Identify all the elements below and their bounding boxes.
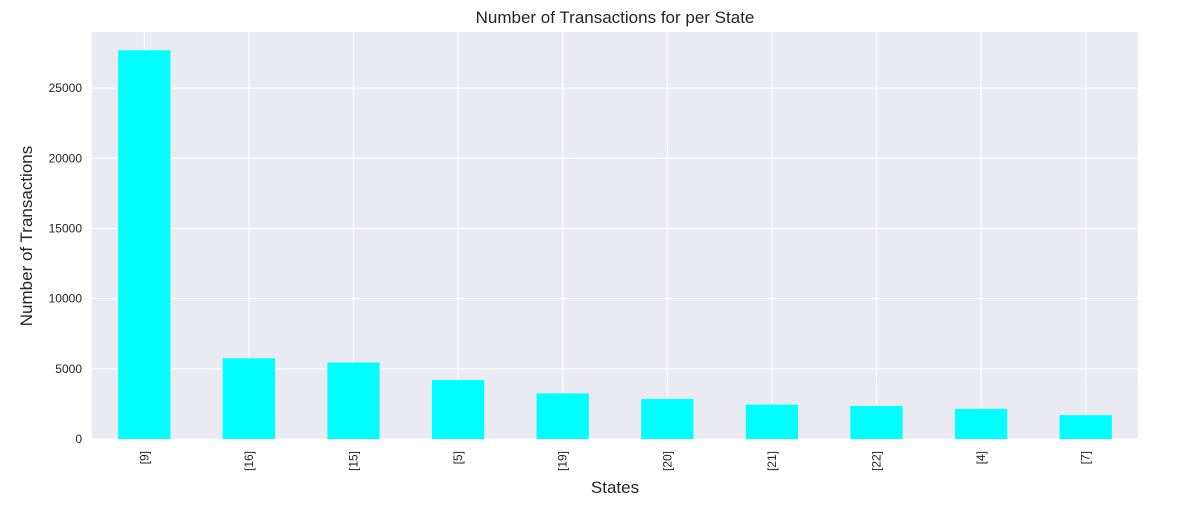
x-tick-label: [9] <box>137 451 151 464</box>
y-tick-label: 5000 <box>55 362 82 376</box>
chart-title: Number of Transactions for per State <box>476 8 755 27</box>
bar <box>431 380 485 439</box>
x-tick-label: [21] <box>765 451 779 471</box>
y-tick-labels: 0 5000 10000 15000 20000 25000 <box>49 81 83 446</box>
bar <box>641 399 694 439</box>
bars <box>118 50 1112 440</box>
x-axis-label: States <box>591 478 639 497</box>
y-tick-label: 20000 <box>49 151 83 165</box>
x-tick-label: [20] <box>660 451 674 471</box>
bar <box>745 404 799 439</box>
y-tick-label: 25000 <box>49 81 83 95</box>
y-axis-label: Number of Transactions <box>17 146 36 326</box>
x-tick-label: [22] <box>870 451 884 471</box>
x-tick-label: [19] <box>556 451 570 471</box>
bar <box>954 408 1008 439</box>
bar <box>222 358 276 439</box>
x-tick-labels: [9] [16] [15] [5] [19] [20] [21] [22] [4] [7] <box>137 451 1092 471</box>
grid-lines <box>92 32 1138 440</box>
bar <box>850 406 903 439</box>
x-tick-label: [16] <box>242 451 256 471</box>
x-tick-label: [15] <box>347 451 361 471</box>
y-tick-label: 10000 <box>49 292 83 306</box>
bar <box>1059 415 1112 439</box>
x-tick-label: [7] <box>1079 451 1093 464</box>
bar <box>536 393 589 439</box>
x-tick-label: [5] <box>451 451 465 464</box>
y-tick-label: 15000 <box>49 221 83 235</box>
bar <box>327 362 380 439</box>
bar <box>118 50 171 440</box>
x-tick-label: [4] <box>974 451 988 464</box>
y-tick-label: 0 <box>75 432 82 446</box>
